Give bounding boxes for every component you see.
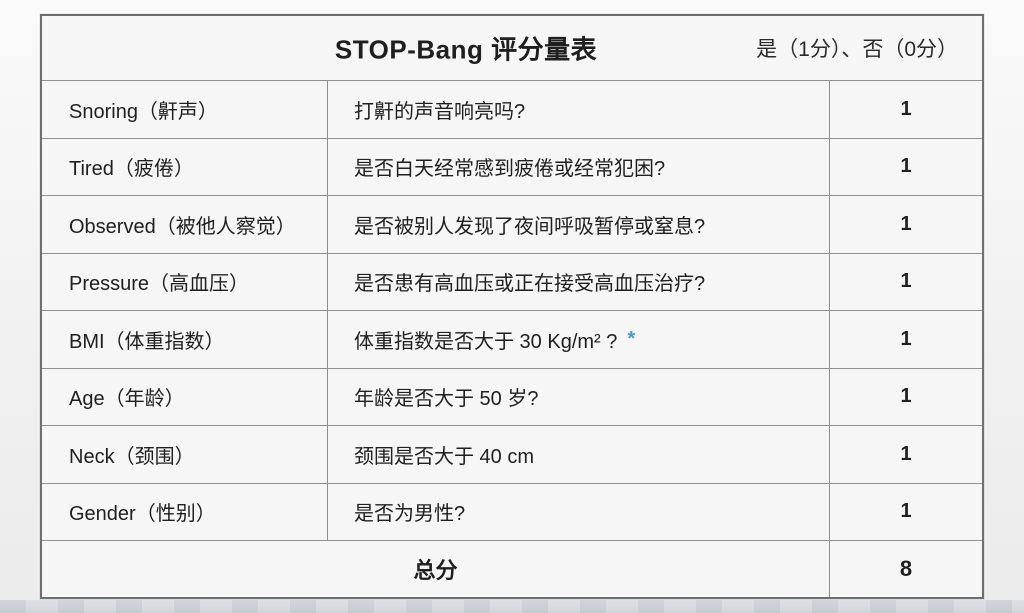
item-question-cell: 是否白天经常感到疲倦或经常犯困? [327, 138, 829, 195]
item-label: Age（年龄） [69, 388, 185, 411]
table-row: Pressure（高血压） 是否患有高血压或正在接受高血压治疗? 1 [42, 252, 982, 311]
item-question: 体重指数是否大于 30 Kg/m² ? [354, 330, 618, 353]
table-body: Snoring（鼾声） 打鼾的声音响亮吗? 1 Tired（疲倦） 是否白天经常… [42, 80, 982, 540]
item-score-cell: 1 [829, 138, 982, 195]
item-score-cell: 1 [829, 196, 982, 253]
table-header: STOP-Bang 评分量表 是（1分）、否（0分） [42, 16, 982, 80]
item-label: Gender（性别） [69, 503, 216, 526]
item-score: 1 [900, 212, 912, 235]
item-label: Observed（被他人察觉） [69, 215, 296, 238]
item-question-cell: 是否被别人发现了夜间呼吸暂停或窒息? [327, 196, 829, 253]
item-question: 是否为男性? [354, 503, 466, 526]
item-label-cell: Pressure（高血压） [42, 254, 327, 311]
item-label-cell: Age（年龄） [42, 369, 327, 426]
total-label-cell: 总分 [42, 541, 829, 597]
item-question: 打鼾的声音响亮吗? [354, 100, 526, 123]
item-label: Neck（颈围） [69, 445, 195, 468]
item-label-cell: Gender（性别） [42, 484, 327, 541]
item-score-cell: 1 [829, 311, 982, 368]
item-score-cell: 1 [829, 81, 982, 138]
item-question-cell: 打鼾的声音响亮吗? [327, 81, 829, 138]
item-score: 1 [900, 155, 912, 178]
scoring-legend: 是（1分）、否（0分） [756, 38, 958, 61]
item-question-cell: 是否为男性? [327, 483, 829, 540]
table-row: Snoring（鼾声） 打鼾的声音响亮吗? 1 [42, 80, 982, 138]
item-score-cell: 1 [829, 253, 982, 310]
item-label: Tired（疲倦） [69, 158, 194, 181]
item-score: 1 [900, 442, 912, 465]
item-label-cell: Observed（被他人察觉） [42, 196, 327, 253]
item-score: 1 [900, 327, 912, 350]
item-label-cell: Tired（疲倦） [42, 139, 327, 196]
item-question: 年龄是否大于 50 岁? [354, 388, 539, 411]
item-question-cell: 体重指数是否大于 30 Kg/m² ? * [327, 311, 829, 368]
item-question: 是否患有高血压或正在接受高血压治疗? [354, 273, 706, 296]
item-score-cell: 1 [829, 426, 982, 483]
stopbang-score-table: STOP-Bang 评分量表 是（1分）、否（0分） Snoring（鼾声） 打… [40, 14, 984, 599]
table-row: Neck（颈围） 颈围是否大于 40 cm 1 [42, 425, 982, 483]
item-score-cell: 1 [829, 483, 982, 540]
item-label: Snoring（鼾声） [69, 100, 218, 123]
table-row: Tired（疲倦） 是否白天经常感到疲倦或经常犯困? 1 [42, 137, 982, 196]
item-label: Pressure（高血压） [69, 273, 250, 296]
item-score-cell: 1 [829, 368, 982, 425]
item-question-cell: 年龄是否大于 50 岁? [327, 368, 829, 425]
table-row: Observed（被他人察觉） 是否被别人发现了夜间呼吸暂停或窒息? 1 [42, 195, 982, 253]
item-question-cell: 是否患有高血压或正在接受高血压治疗? [327, 253, 829, 310]
total-label: 总分 [413, 558, 458, 583]
item-label-cell: Neck（颈围） [42, 426, 327, 483]
total-score: 8 [899, 556, 913, 581]
table-row: Gender（性别） 是否为男性? 1 [42, 482, 982, 541]
item-question: 是否被别人发现了夜间呼吸暂停或窒息? [354, 215, 706, 238]
item-score: 1 [900, 500, 912, 523]
total-row: 总分 8 [42, 540, 982, 597]
table-title: STOP-Bang 评分量表 [334, 34, 598, 65]
cropped-subtitle-strip [0, 600, 1024, 613]
item-score: 1 [900, 270, 912, 293]
table-row: Age（年龄） 年龄是否大于 50 岁? 1 [42, 367, 982, 426]
item-score: 1 [900, 97, 912, 120]
item-score: 1 [900, 385, 912, 408]
item-question: 是否白天经常感到疲倦或经常犯困? [354, 158, 666, 181]
item-question-cell: 颈围是否大于 40 cm [327, 426, 829, 483]
total-score-cell: 8 [829, 541, 982, 597]
item-label: BMI（体重指数） [69, 330, 225, 353]
footnote-asterisk: * [627, 327, 636, 350]
item-label-cell: Snoring（鼾声） [42, 81, 327, 138]
table-row: BMI（体重指数） 体重指数是否大于 30 Kg/m² ? * 1 [42, 310, 982, 368]
item-label-cell: BMI（体重指数） [42, 311, 327, 368]
item-question: 颈围是否大于 40 cm [354, 445, 535, 468]
